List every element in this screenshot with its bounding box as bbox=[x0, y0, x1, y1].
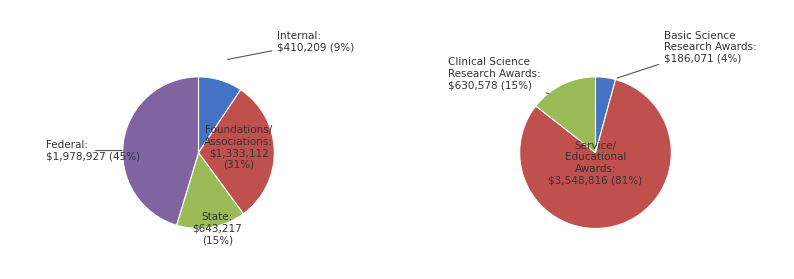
Text: Service/
Educational
Awards:
$3,548,816 (81%): Service/ Educational Awards: $3,548,816 … bbox=[549, 141, 642, 186]
Wedge shape bbox=[123, 77, 198, 225]
Wedge shape bbox=[198, 90, 274, 214]
Wedge shape bbox=[520, 80, 671, 229]
Wedge shape bbox=[596, 77, 615, 153]
Text: Federal:
$1,978,927 (45%): Federal: $1,978,927 (45%) bbox=[46, 140, 140, 161]
Text: Internal:
$410,209 (9%): Internal: $410,209 (9%) bbox=[228, 31, 355, 59]
Wedge shape bbox=[176, 153, 243, 229]
Text: Basic Science
Research Awards:
$186,071 (4%): Basic Science Research Awards: $186,071 … bbox=[617, 31, 757, 78]
Text: State:
$643,217
(15%): State: $643,217 (15%) bbox=[193, 212, 242, 245]
Wedge shape bbox=[536, 77, 596, 153]
Text: Clinical Science
Research Awards:
$630,578 (15%): Clinical Science Research Awards: $630,5… bbox=[448, 57, 549, 94]
Wedge shape bbox=[198, 77, 241, 153]
Text: Foundations/
Associations:
$1,333,112
(31%): Foundations/ Associations: $1,333,112 (3… bbox=[204, 125, 273, 170]
